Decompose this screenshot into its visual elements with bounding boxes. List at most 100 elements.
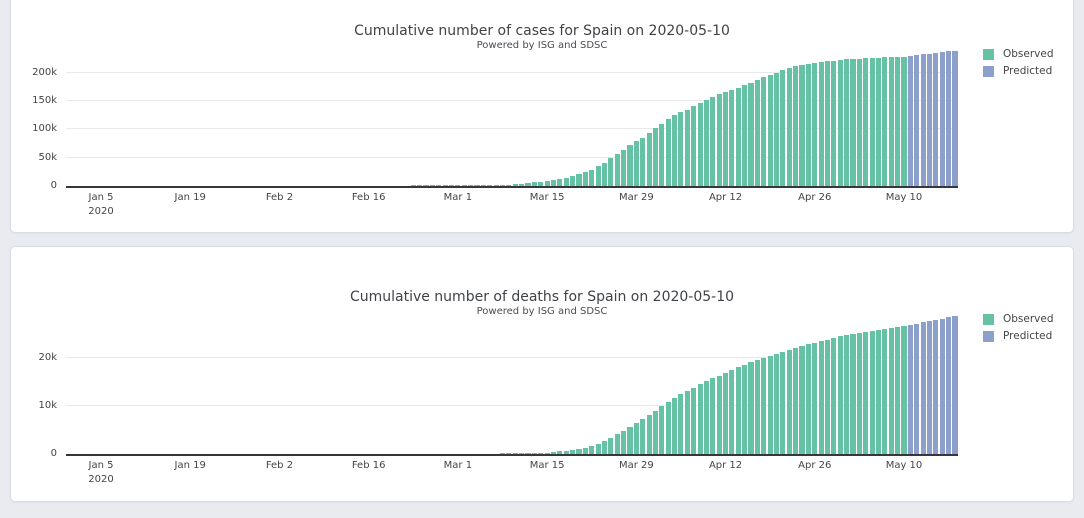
bar-observed[interactable] (608, 157, 614, 186)
bar-observed[interactable] (442, 185, 448, 186)
bar-observed[interactable] (468, 185, 474, 186)
bar-observed[interactable] (812, 342, 818, 454)
bar-observed[interactable] (742, 364, 748, 454)
bar-observed[interactable] (723, 372, 729, 454)
bar-observed[interactable] (799, 65, 805, 186)
bar-observed[interactable] (831, 60, 837, 186)
bar-observed[interactable] (729, 370, 735, 454)
bar-observed[interactable] (576, 174, 582, 186)
legend-item-predicted[interactable]: Predicted (983, 330, 1069, 342)
bar-observed[interactable] (640, 137, 646, 186)
bar-observed[interactable] (888, 57, 894, 186)
bar-observed[interactable] (754, 359, 760, 454)
bar-observed[interactable] (436, 185, 442, 186)
bar-observed[interactable] (582, 171, 588, 186)
bar-observed[interactable] (684, 109, 690, 186)
bar-observed[interactable] (531, 182, 537, 186)
bar-observed[interactable] (589, 445, 595, 454)
bar-observed[interactable] (678, 111, 684, 186)
bar-observed[interactable] (773, 354, 780, 454)
bar-predicted[interactable] (939, 318, 945, 454)
bar-observed[interactable] (805, 63, 811, 186)
bar-observed[interactable] (525, 183, 531, 186)
bar-observed[interactable] (748, 82, 754, 186)
bar-observed[interactable] (646, 414, 652, 454)
bar-observed[interactable] (601, 441, 607, 454)
bar-predicted[interactable] (926, 321, 933, 454)
bar-observed[interactable] (850, 58, 856, 186)
bar-observed[interactable] (780, 70, 786, 186)
bar-observed[interactable] (684, 391, 690, 454)
bar-predicted[interactable] (907, 56, 913, 186)
bar-predicted[interactable] (946, 51, 952, 186)
legend-item-predicted[interactable]: Predicted (983, 65, 1069, 77)
bar-observed[interactable] (882, 57, 888, 186)
bar-observed[interactable] (544, 181, 550, 186)
deaths-plot-area[interactable] (66, 313, 958, 456)
bar-observed[interactable] (531, 453, 537, 454)
bar-observed[interactable] (627, 145, 633, 186)
bar-predicted[interactable] (926, 53, 933, 186)
bar-observed[interactable] (589, 169, 595, 186)
bar-observed[interactable] (646, 132, 652, 186)
bar-observed[interactable] (474, 185, 480, 186)
bar-observed[interactable] (786, 68, 792, 186)
bar-predicted[interactable] (907, 325, 913, 454)
bar-observed[interactable] (856, 332, 862, 454)
bar-observed[interactable] (563, 451, 569, 454)
bar-observed[interactable] (773, 72, 780, 186)
bar-observed[interactable] (659, 123, 665, 186)
bar-observed[interactable] (888, 327, 894, 454)
bar-observed[interactable] (735, 367, 741, 454)
bar-observed[interactable] (831, 337, 837, 454)
legend-item-observed[interactable]: Observed (983, 313, 1069, 325)
bar-observed[interactable] (703, 380, 709, 454)
bar-observed[interactable] (697, 384, 703, 454)
bar-observed[interactable] (544, 452, 550, 454)
bar-predicted[interactable] (939, 52, 945, 186)
bar-observed[interactable] (614, 154, 620, 186)
bar-observed[interactable] (901, 326, 907, 454)
bar-observed[interactable] (614, 434, 620, 454)
bar-observed[interactable] (818, 341, 824, 454)
bar-observed[interactable] (869, 331, 875, 454)
bar-observed[interactable] (710, 97, 716, 186)
bar-observed[interactable] (665, 119, 671, 186)
bar-observed[interactable] (487, 185, 493, 186)
bar-observed[interactable] (499, 453, 506, 454)
bar-observed[interactable] (525, 453, 531, 454)
bar-observed[interactable] (780, 351, 786, 454)
bar-observed[interactable] (538, 181, 544, 186)
bar-observed[interactable] (812, 62, 818, 186)
bar-observed[interactable] (799, 346, 805, 454)
bar-observed[interactable] (423, 185, 429, 186)
bar-observed[interactable] (506, 453, 512, 454)
bar-observed[interactable] (652, 128, 658, 186)
bar-observed[interactable] (875, 57, 882, 186)
bar-observed[interactable] (499, 184, 506, 186)
bar-observed[interactable] (563, 178, 569, 186)
bar-observed[interactable] (805, 344, 811, 454)
bar-observed[interactable] (742, 85, 748, 186)
bar-observed[interactable] (519, 183, 525, 186)
bar-observed[interactable] (767, 75, 773, 186)
bar-predicted[interactable] (933, 319, 939, 454)
legend-item-observed[interactable]: Observed (983, 48, 1069, 60)
bar-observed[interactable] (595, 443, 601, 454)
bar-observed[interactable] (627, 426, 633, 454)
bar-observed[interactable] (621, 149, 627, 186)
bar-observed[interactable] (844, 59, 850, 186)
bar-predicted[interactable] (920, 322, 926, 454)
bar-observed[interactable] (697, 102, 703, 186)
bar-observed[interactable] (691, 387, 697, 454)
bar-observed[interactable] (837, 336, 843, 454)
bar-observed[interactable] (493, 185, 499, 186)
bar-observed[interactable] (793, 66, 799, 186)
bar-predicted[interactable] (920, 54, 926, 186)
bar-observed[interactable] (455, 185, 461, 186)
bar-predicted[interactable] (914, 55, 920, 186)
bar-observed[interactable] (895, 56, 901, 186)
bar-observed[interactable] (844, 334, 850, 454)
bar-observed[interactable] (550, 180, 557, 186)
bar-observed[interactable] (703, 99, 709, 186)
